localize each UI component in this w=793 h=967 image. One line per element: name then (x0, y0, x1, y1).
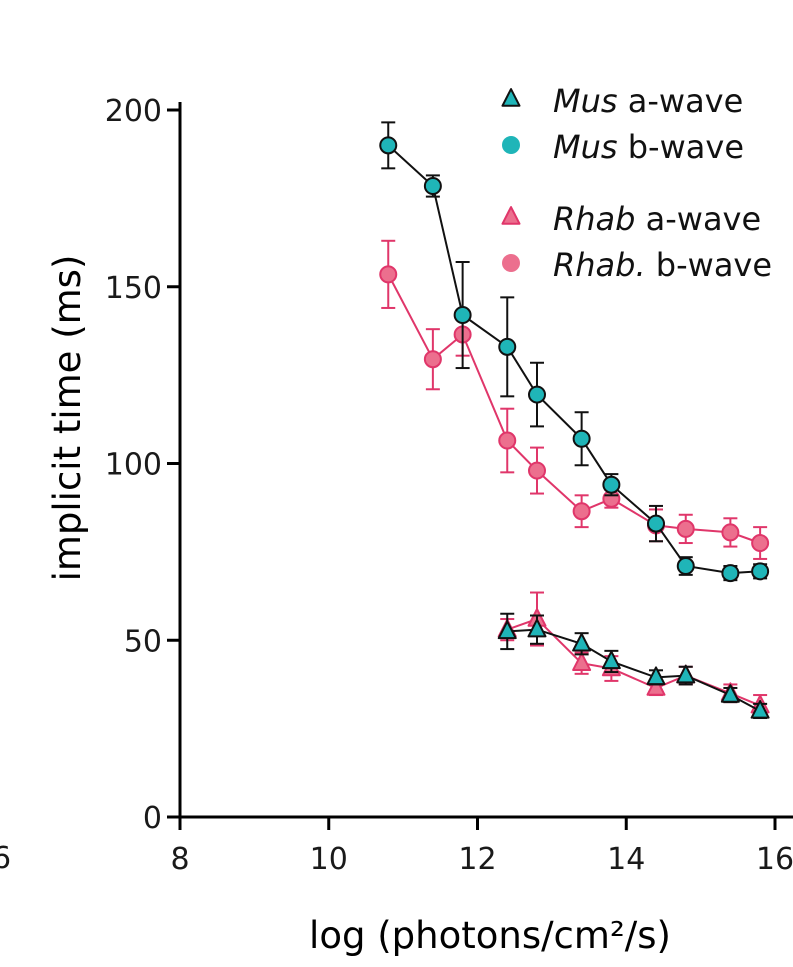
x-tick-label-10: 10 (310, 842, 348, 877)
data-point-2-4 (646, 677, 666, 696)
data-point-1-10 (751, 562, 770, 581)
data-point-1-3 (498, 337, 517, 356)
x-tick-label-12: 12 (458, 842, 496, 877)
legend-species: Mus (553, 82, 618, 120)
data-point-3-3 (498, 431, 517, 450)
data-point-1-8 (676, 557, 695, 576)
y-tick-label-0: 0 (143, 801, 162, 836)
series-layer (379, 121, 770, 720)
data-point-0-2 (572, 632, 592, 652)
data-point-0-1 (527, 618, 547, 638)
legend-wave: b-wave (618, 128, 744, 166)
data-point-3-4 (528, 461, 546, 480)
data-point-1-9 (721, 564, 740, 583)
legend-species: Rhab. (553, 246, 646, 284)
legend-entry-3: Rhab. b-wave (502, 246, 772, 284)
data-point-1-5 (572, 429, 591, 448)
legend-marker-2 (501, 206, 521, 225)
data-point-0-5 (676, 664, 696, 684)
legend-marker-1 (502, 136, 520, 154)
data-point-1-0 (379, 136, 398, 155)
x-tick-label-14: 14 (607, 842, 645, 877)
legend-wave: a-wave (618, 82, 744, 120)
data-point-0-7 (750, 700, 770, 719)
series-line-3 (387, 273, 761, 544)
data-point-0-3 (601, 650, 621, 670)
data-point-3-8 (676, 519, 695, 538)
y-tick-label-200: 200 (105, 94, 162, 129)
x-tick-label-8: 8 (170, 842, 189, 877)
legend-entry-2: Rhab a-wave (501, 200, 761, 238)
data-point-1-4 (528, 385, 546, 404)
series-3 (379, 239, 770, 560)
legend-species: Rhab (553, 200, 635, 238)
data-point-3-9 (721, 523, 740, 542)
data-point-1-2 (453, 306, 472, 325)
data-point-3-0 (379, 265, 398, 284)
data-point-1-1 (423, 177, 442, 196)
data-point-0-6 (720, 684, 740, 703)
legend-label-2: Rhab a-wave (553, 200, 761, 238)
legend-label-0: Mus a-wave (553, 82, 743, 120)
y-axis-title: implicit time (ms) (46, 255, 89, 582)
data-point-1-7 (647, 514, 665, 533)
series-line-0 (507, 628, 761, 712)
legend-marker-3 (502, 254, 520, 272)
y-tick-label-150: 150 (105, 271, 162, 306)
data-point-1-6 (602, 475, 621, 494)
series-1 (379, 121, 770, 583)
legend-entry-1: Mus b-wave (502, 128, 744, 166)
data-point-3-1 (423, 350, 442, 369)
legend-species: Mus (553, 128, 618, 166)
legend-wave: b-wave (646, 246, 772, 284)
legend-entry-0: Mus a-wave (501, 82, 743, 120)
data-point-0-0 (497, 620, 517, 640)
data-point-3-10 (751, 534, 770, 553)
data-point-3-5 (572, 502, 591, 521)
x-tick-label-16: 16 (756, 842, 793, 877)
x-axis-title: log (photons/cm²/s) (309, 914, 671, 957)
axes-layer: 0 50 100 150 200 8 10 12 14 16 (105, 94, 793, 877)
legend-wave: a-wave (635, 200, 761, 238)
series-0 (497, 612, 770, 720)
y-tick-label-50: 50 (124, 624, 162, 659)
data-point-0-4 (646, 666, 666, 686)
legend-label-1: Mus b-wave (553, 128, 744, 166)
edge-tick-fragment: 6 (0, 841, 11, 876)
legend-label-3: Rhab. b-wave (553, 246, 772, 284)
data-point-2-2 (572, 652, 592, 671)
y-tick-label-100: 100 (105, 448, 162, 483)
legend-marker-0 (501, 88, 521, 107)
